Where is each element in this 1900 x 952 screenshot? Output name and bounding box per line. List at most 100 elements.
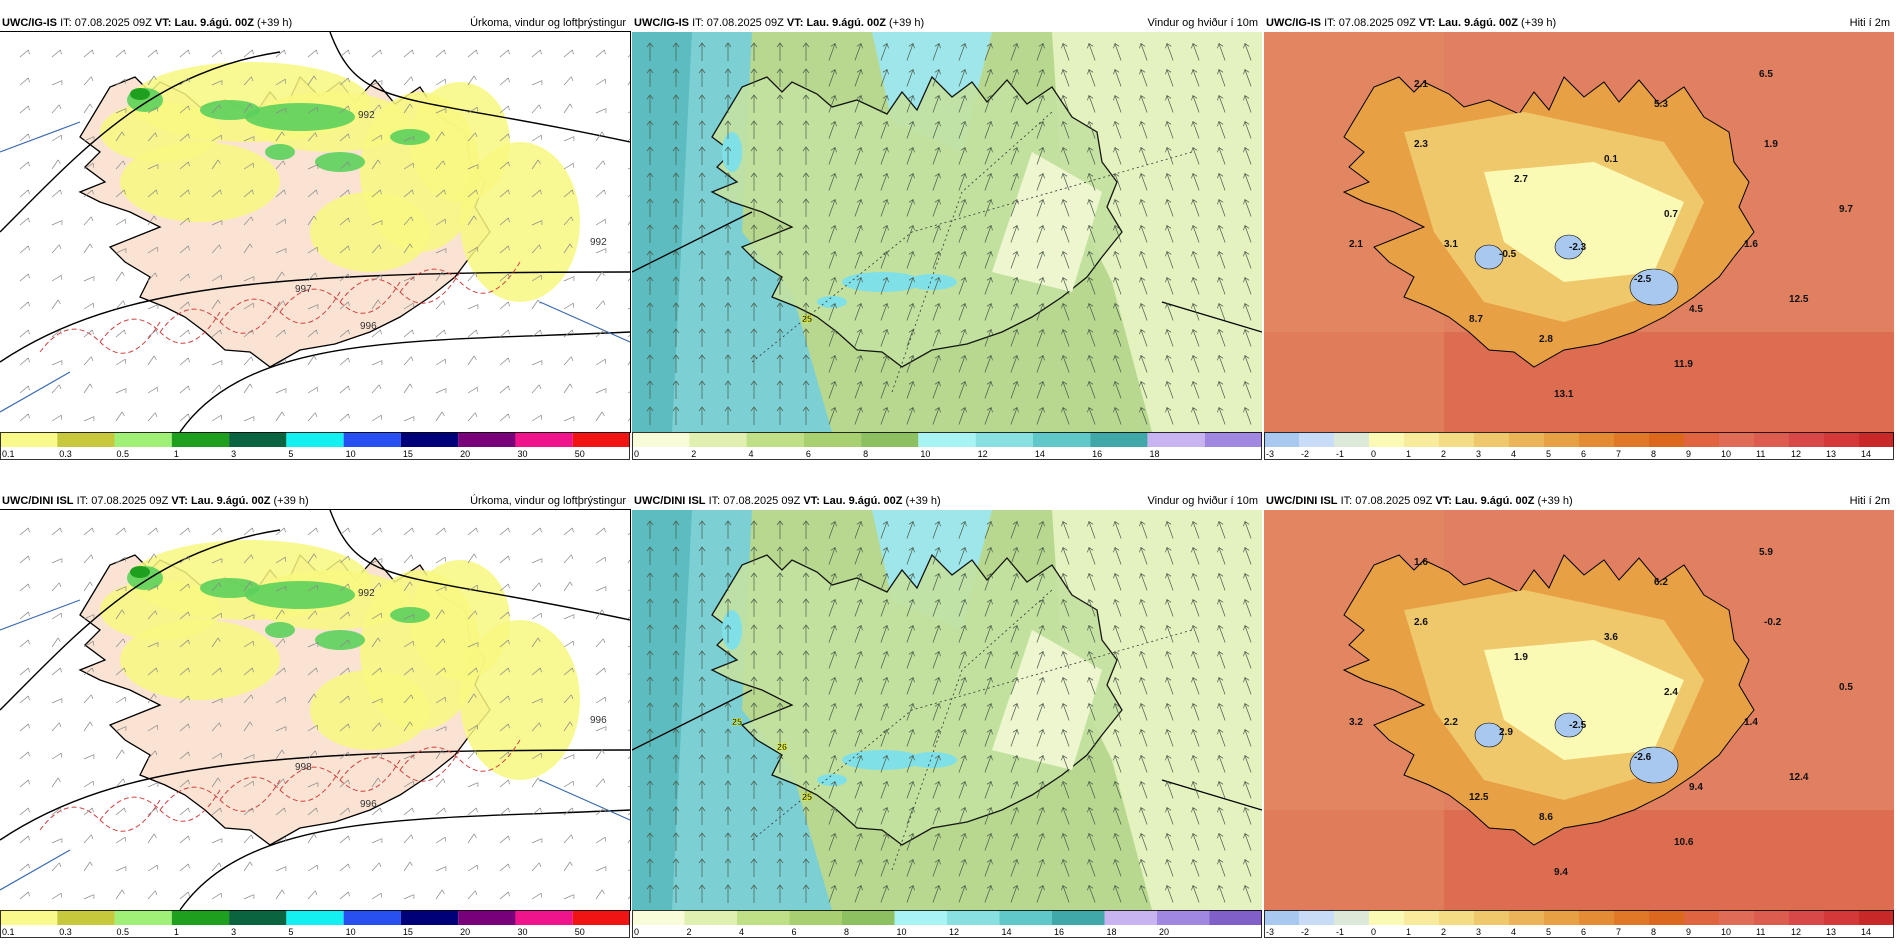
legend-swatch bbox=[1299, 910, 1334, 925]
legend-swatch bbox=[842, 910, 895, 925]
legend-label: 20 bbox=[460, 449, 470, 459]
temp-label: 9.7 bbox=[1839, 204, 1853, 215]
header-model: UWC/DINI ISL bbox=[1266, 495, 1338, 507]
header-vt: Lau. 9.ágú. 00Z bbox=[1438, 17, 1518, 29]
legend-swatch bbox=[632, 432, 690, 447]
legend-label: 0.3 bbox=[59, 927, 72, 937]
temp-label: 12.5 bbox=[1469, 792, 1489, 803]
legend-label: 3 bbox=[1476, 927, 1481, 937]
legend-swatch bbox=[1264, 432, 1299, 447]
legend-swatch bbox=[1719, 432, 1754, 447]
legend-swatch bbox=[171, 432, 230, 447]
temp-label: 2.9 bbox=[1499, 727, 1513, 738]
legend-swatch bbox=[1369, 432, 1404, 447]
isobar-label: 996 bbox=[360, 799, 377, 810]
legend-label: 1 bbox=[1406, 449, 1411, 459]
map-panel-temp-ig: UWC/IG-IS IT: 07.08.2025 09Z VT: Lau. 9.… bbox=[1264, 14, 1894, 474]
legend-swatch bbox=[1614, 910, 1649, 925]
temp-label: -0.2 bbox=[1764, 617, 1782, 628]
legend-label: -1 bbox=[1336, 449, 1344, 459]
legend-label: -2 bbox=[1301, 927, 1309, 937]
legend-swatch bbox=[1579, 432, 1614, 447]
legend-label: 6 bbox=[1581, 449, 1586, 459]
isobar-label: 996 bbox=[590, 715, 607, 726]
legend-swatch bbox=[286, 910, 344, 925]
legend-label: 14 bbox=[1035, 449, 1045, 459]
legend-swatch bbox=[1544, 432, 1579, 447]
legend-swatch bbox=[1754, 910, 1789, 925]
map-precip: 992 992 996 997 bbox=[0, 31, 631, 433]
legend-swatch bbox=[1509, 432, 1544, 447]
legend-label: 9 bbox=[1686, 449, 1691, 459]
header-it-label: IT: bbox=[1324, 17, 1336, 29]
isobar-label: 996 bbox=[360, 321, 377, 332]
header-it-label: IT: bbox=[60, 17, 72, 29]
map-panel-wind-dini: UWC/DINI ISL IT: 07.08.2025 09Z VT: Lau.… bbox=[632, 492, 1262, 952]
header-lead: (+39 h) bbox=[1537, 495, 1573, 507]
legend-label: -3 bbox=[1266, 927, 1274, 937]
legend-swatch bbox=[1789, 910, 1824, 925]
temp-label: 2.3 bbox=[1414, 139, 1428, 150]
panel-title: Úrkoma, vindur og loftþrýstingur bbox=[470, 495, 626, 507]
header-vt: Lau. 9.ágú. 00Z bbox=[190, 495, 271, 507]
header-it: 07.08.2025 09Z bbox=[91, 495, 169, 507]
temp-label: 3.2 bbox=[1349, 717, 1363, 728]
temp-label: -2.5 bbox=[1569, 720, 1587, 731]
legend-swatch bbox=[1684, 910, 1719, 925]
temp-label: 1.4 bbox=[1744, 717, 1758, 728]
temp-label: 2.6 bbox=[1414, 617, 1428, 628]
header-vt-label: VT: bbox=[1435, 495, 1452, 507]
legend-label: 0.5 bbox=[117, 927, 130, 937]
temp-label: 2.8 bbox=[1539, 334, 1553, 345]
legend-swatch bbox=[947, 910, 1000, 925]
isobar-label: 997 bbox=[295, 284, 312, 295]
legend-swatch bbox=[572, 432, 630, 447]
legend-label: 4 bbox=[739, 927, 744, 937]
legend-label: 16 bbox=[1092, 449, 1102, 459]
legend-label: 50 bbox=[575, 927, 585, 937]
legend-label: 11 bbox=[1756, 927, 1765, 937]
legend-label: 18 bbox=[1149, 449, 1159, 459]
temp-label: 3.6 bbox=[1604, 632, 1618, 643]
legend-swatch bbox=[1209, 910, 1262, 925]
legend-label: 1 bbox=[1406, 927, 1411, 937]
legend-swatch bbox=[1789, 432, 1824, 447]
map-panel-precip-ig: UWC/IG-IS IT: 07.08.2025 09Z VT: Lau. 9.… bbox=[0, 14, 631, 474]
header-it: 07.08.2025 09Z bbox=[74, 17, 152, 29]
legend-label: 7 bbox=[1616, 927, 1621, 937]
gust-label: 25 bbox=[802, 314, 812, 324]
temp-label: 1.9 bbox=[1514, 652, 1528, 663]
isobar-label: 992 bbox=[590, 237, 607, 248]
temp-label: 10.6 bbox=[1674, 837, 1694, 848]
legend-label: 10 bbox=[1721, 449, 1731, 459]
panel-header: UWC/DINI ISL IT: 07.08.2025 09Z VT: Lau.… bbox=[0, 492, 630, 510]
legend-swatch bbox=[1204, 432, 1262, 447]
legend-swatch bbox=[1684, 432, 1719, 447]
gust-label: 25 bbox=[802, 792, 812, 802]
temp-label: 9.4 bbox=[1689, 782, 1703, 793]
legend-label: 10 bbox=[1721, 927, 1731, 937]
panel-header: UWC/DINI ISL IT: 07.08.2025 09Z VT: Lau.… bbox=[1264, 492, 1894, 510]
legend-label: 11 bbox=[1756, 449, 1765, 459]
legend-label: -1 bbox=[1336, 927, 1344, 937]
legend-swatch bbox=[803, 432, 862, 447]
legend-swatch bbox=[894, 910, 947, 925]
temp-label: -2.6 bbox=[1634, 752, 1652, 763]
panel-title: Úrkoma, vindur og loftþrýstingur bbox=[470, 17, 626, 29]
temp-label: 6.2 bbox=[1654, 577, 1668, 588]
isobar-label: 992 bbox=[358, 110, 375, 121]
legend-label: 2 bbox=[687, 927, 692, 937]
legend-label: 30 bbox=[517, 449, 527, 459]
map-precip: 992 996 996 998 bbox=[0, 509, 631, 911]
isobar-label: 992 bbox=[358, 588, 375, 599]
legend-label: 3 bbox=[231, 927, 236, 937]
header-vt-label: VT: bbox=[786, 17, 804, 29]
temp-label: -0.5 bbox=[1499, 249, 1517, 260]
temp-label: 8.6 bbox=[1539, 812, 1553, 823]
legend-label: 5 bbox=[1546, 449, 1551, 459]
temp-label: 1.9 bbox=[1764, 139, 1778, 150]
legend-swatch bbox=[689, 432, 747, 447]
map-temp: 1.6 5.9 6.2 2.6 -0.2 3.6 1.9 2.4 0.5 3.2 2.2 2.9 -2.… bbox=[1264, 510, 1894, 910]
header-model: UWC/DINI ISL bbox=[2, 495, 74, 507]
legend-label: 1 bbox=[174, 927, 179, 937]
